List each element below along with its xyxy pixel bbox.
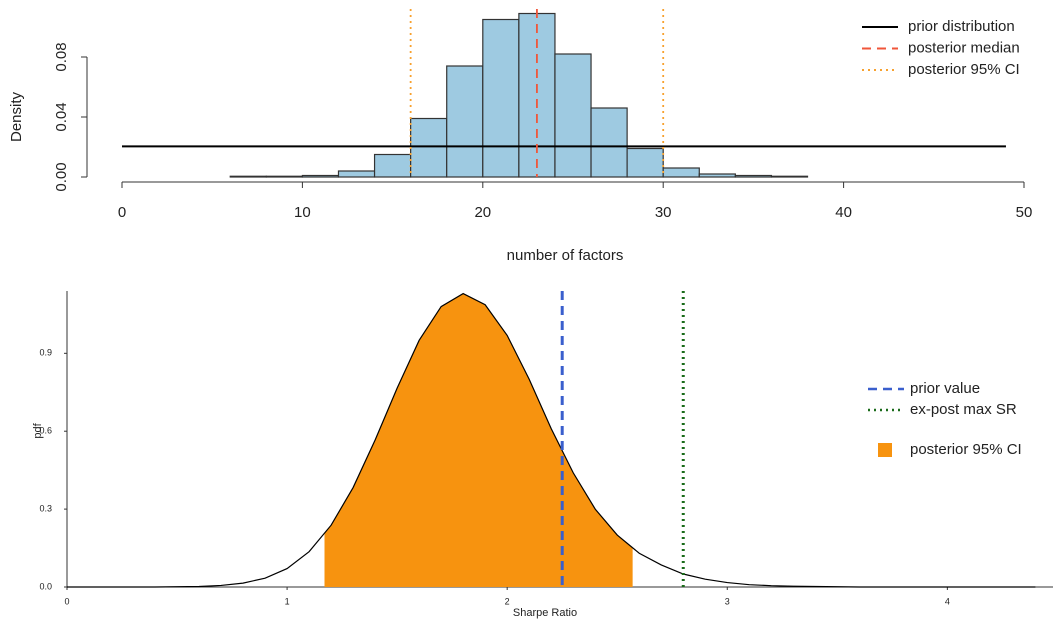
x-tick-label: 30 <box>655 204 672 221</box>
x-axis-title: number of factors <box>507 247 624 264</box>
bar <box>626 147 664 178</box>
ci-area <box>324 293 633 587</box>
y-tick-label: 0.9 <box>39 348 52 358</box>
x-tick-label: 50 <box>1016 204 1033 221</box>
legend-label: ex-post max SR <box>910 401 1017 418</box>
y-axis-title: pdf <box>32 422 44 438</box>
legend-label: posterior median <box>908 39 1020 56</box>
bar <box>373 153 412 178</box>
legend-label: posterior 95% CI <box>908 61 1020 78</box>
bar <box>265 175 304 178</box>
x-tick-label: 1 <box>285 596 290 606</box>
x-tick-label: 40 <box>835 204 852 221</box>
x-tick-label: 20 <box>474 204 491 221</box>
y-tick-label: 0.6 <box>39 426 52 436</box>
legend-label: prior distribution <box>908 18 1015 35</box>
bar <box>770 175 809 178</box>
bar <box>554 53 592 178</box>
bar <box>590 107 628 178</box>
y-tick-label: 0.00 <box>53 162 70 191</box>
density-curve <box>67 292 1036 588</box>
x-tick-label: 4 <box>945 596 950 606</box>
bar <box>410 117 448 178</box>
x-tick-label: 2 <box>505 596 510 606</box>
bar <box>337 170 376 178</box>
x-tick-label: 3 <box>725 596 730 606</box>
x-tick-label: 0 <box>64 596 69 606</box>
x-axis-title: Sharpe Ratio <box>513 607 577 619</box>
bar <box>446 65 484 178</box>
bar <box>698 173 736 178</box>
x-tick-label: 10 <box>294 204 311 221</box>
bar <box>301 174 340 178</box>
y-axis-title: Density <box>8 91 25 142</box>
y-tick-label: 0.04 <box>53 102 70 131</box>
bar <box>229 175 267 178</box>
legend-label: posterior 95% CI <box>910 441 1022 458</box>
bar <box>734 174 773 178</box>
bar <box>482 18 520 178</box>
x-tick-label: 0 <box>118 204 126 221</box>
y-tick-label: 0.0 <box>39 581 52 591</box>
legend-swatch <box>878 443 892 457</box>
y-tick-label: 0.3 <box>39 503 52 513</box>
y-tick-label: 0.08 <box>53 42 70 71</box>
bar <box>662 167 700 178</box>
legend-label: prior value <box>910 380 980 397</box>
